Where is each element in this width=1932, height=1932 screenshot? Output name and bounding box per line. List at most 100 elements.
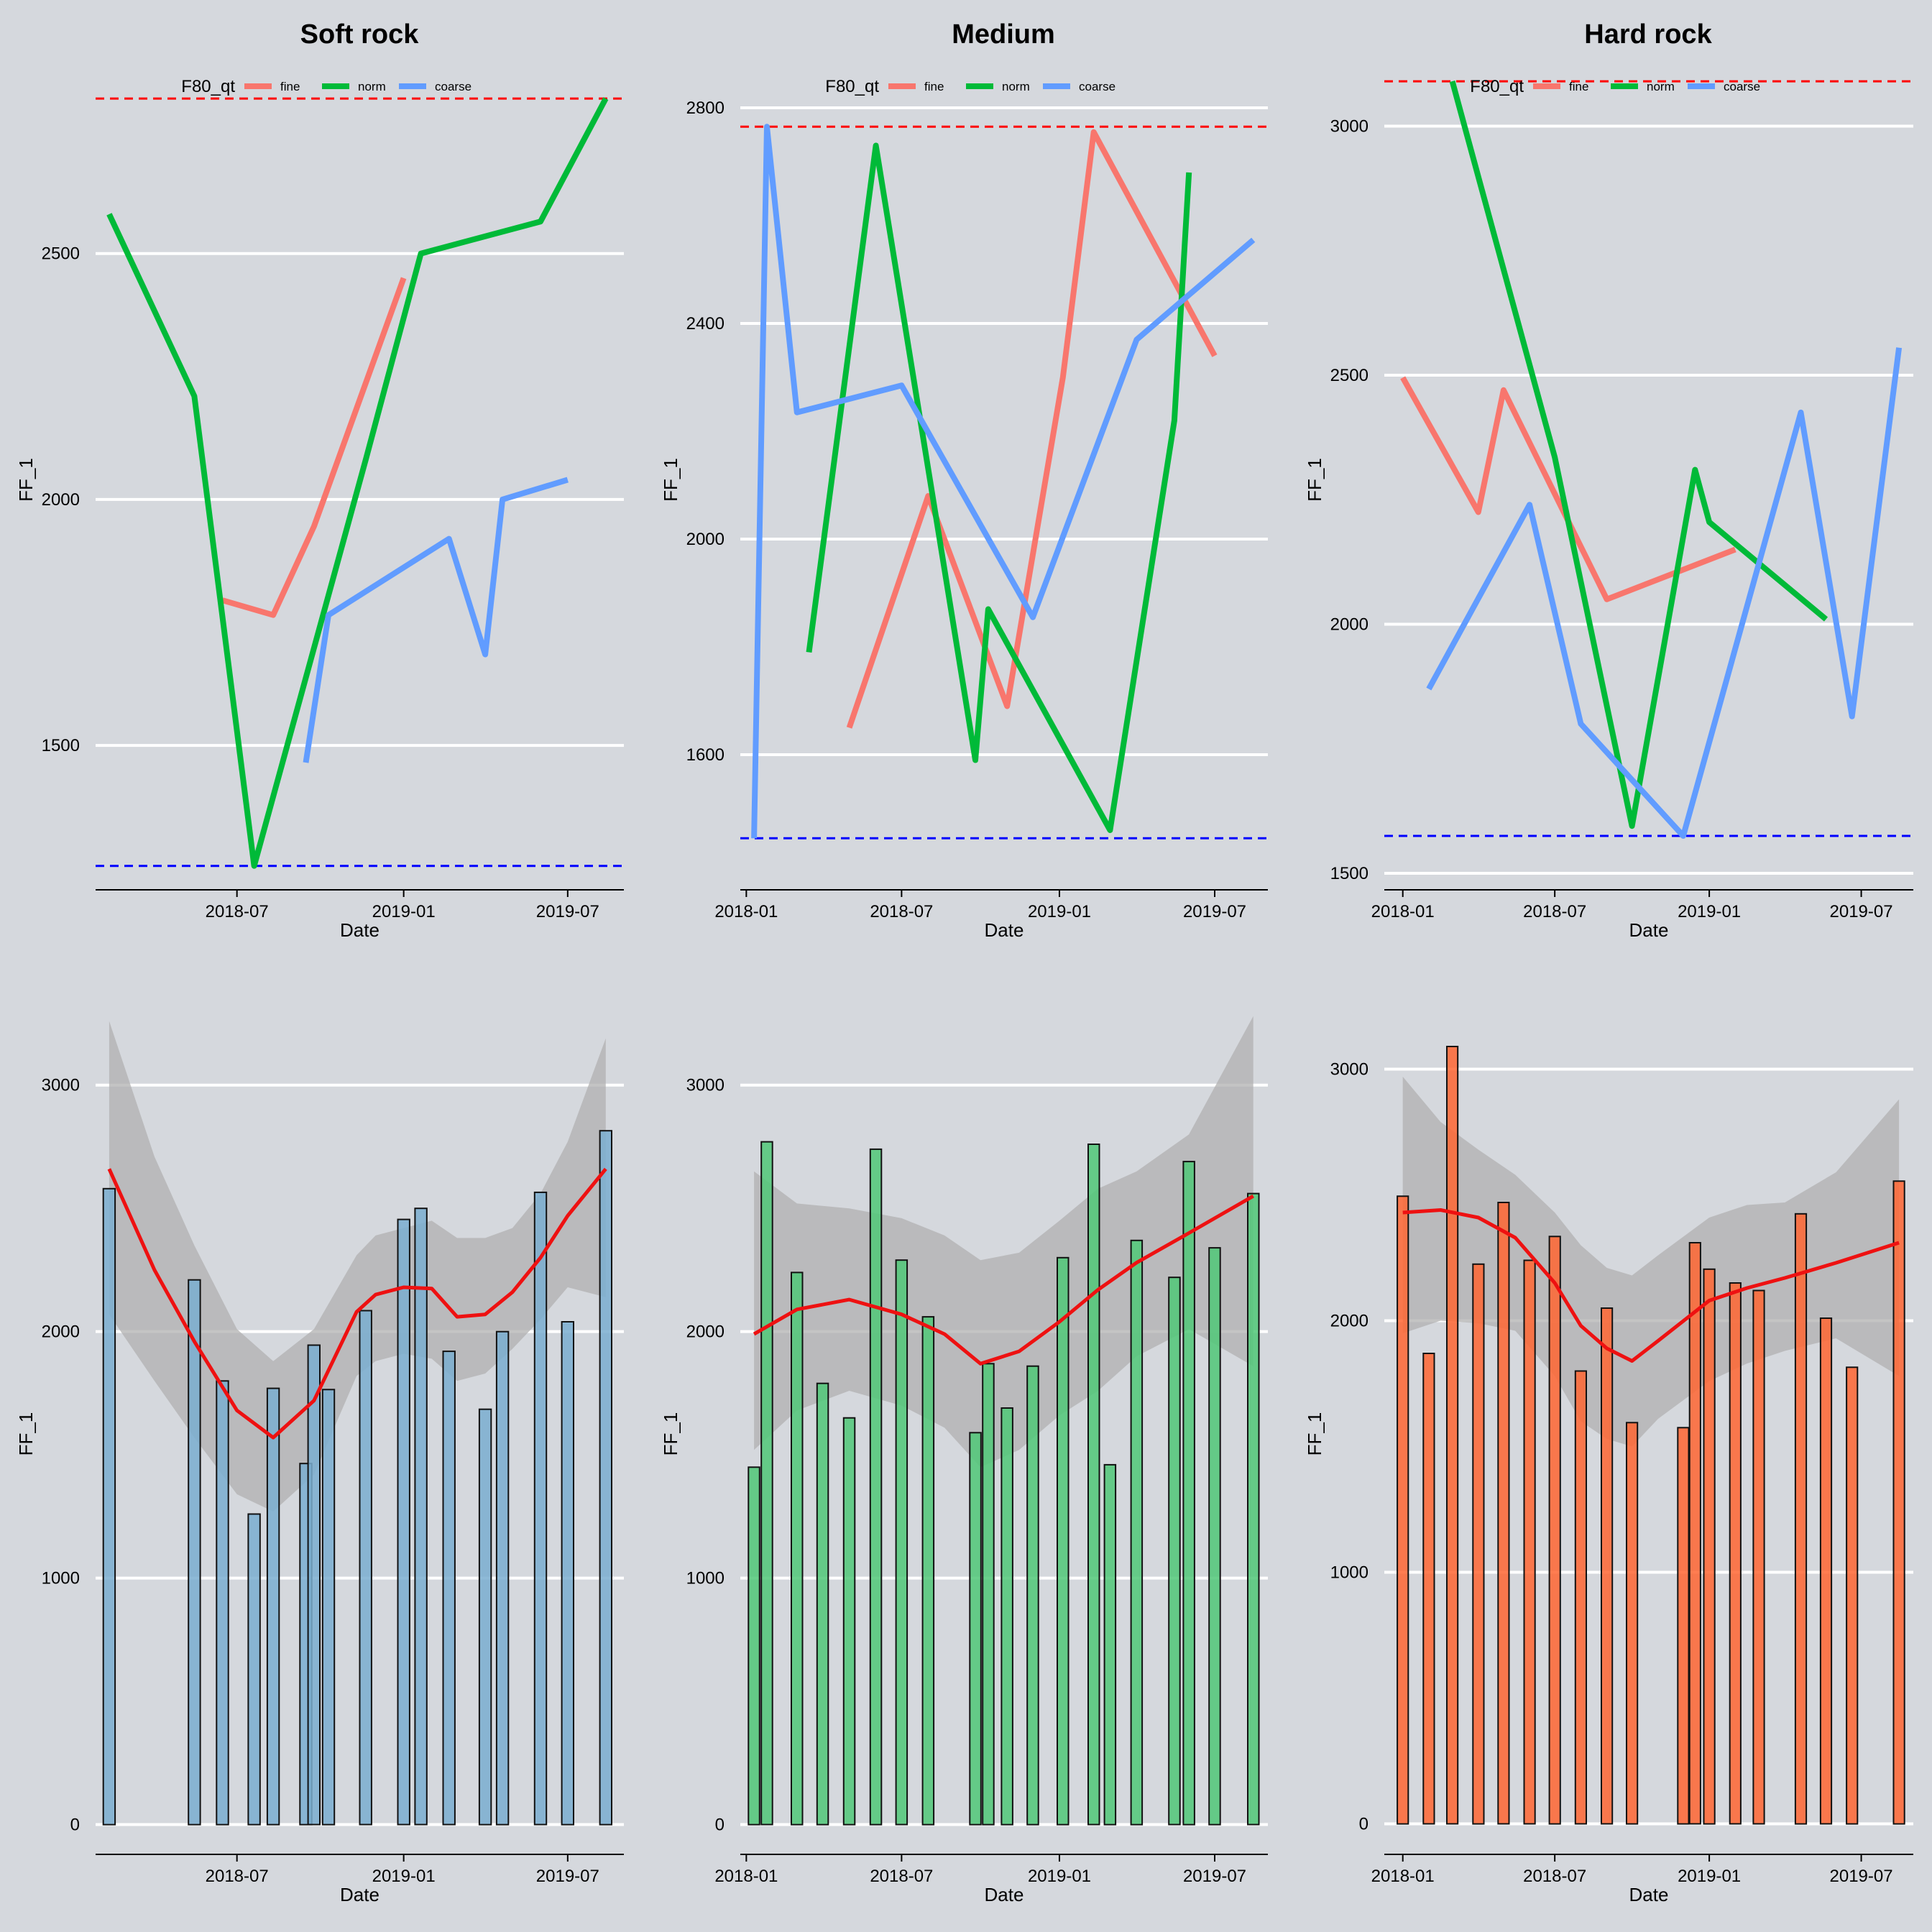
series-line-coarse (1426, 347, 1903, 839)
legend-title: F80_qt (825, 77, 879, 96)
x-tick-label: 2018-07 (206, 1867, 269, 1886)
y-tick-label: 2800 (686, 98, 724, 118)
legend-label-norm: norm (358, 80, 386, 93)
x-axis-label: Date (985, 919, 1024, 941)
bar (397, 1218, 410, 1826)
x-tick-label: 2018-01 (1371, 1867, 1435, 1886)
x-tick-label: 2018-01 (714, 902, 778, 921)
bar (1794, 1213, 1808, 1825)
x-tick-label: 2018-01 (1371, 902, 1435, 921)
y-tick-label: 1000 (686, 1569, 724, 1588)
bar (247, 1513, 261, 1826)
bar (1846, 1366, 1859, 1825)
x-tick-label: 2019-01 (1028, 902, 1091, 921)
x-axis-label: Date (985, 1884, 1024, 1905)
bar (1688, 1242, 1701, 1825)
bar (188, 1279, 201, 1826)
bar (1446, 1046, 1459, 1825)
series-line-fine (1400, 376, 1736, 602)
bar (478, 1408, 492, 1826)
bar (1422, 1353, 1435, 1825)
bar (1247, 1192, 1260, 1826)
bar (561, 1321, 574, 1826)
bar (791, 1271, 804, 1826)
y-tick-label: 3000 (1330, 1060, 1368, 1080)
panel-soft-rock-lines: Soft rock 1500 2000 2500 2018-07 2019-01 2019… (15, 19, 624, 941)
bar (1497, 1202, 1510, 1825)
x-axis-label: Date (340, 919, 380, 941)
bar (1057, 1256, 1070, 1826)
series-line-coarse (751, 124, 1256, 839)
panel-hard-rock-bars: 0 1000 2000 3000 2018-01 2018-07 2019-01 2019-0… (1304, 1046, 1913, 1905)
series-line-norm (806, 142, 1192, 833)
bar (216, 1380, 229, 1826)
bar (1703, 1268, 1716, 1825)
y-axis-label: FF_1 (660, 458, 681, 502)
x-tick-label: 2019-07 (1830, 902, 1893, 921)
smooth-trend-line (1402, 1208, 1900, 1363)
bar (1601, 1307, 1614, 1825)
y-tick-label: 2000 (42, 1322, 80, 1342)
smooth-trend-line (753, 1194, 1254, 1366)
bar (1892, 1180, 1905, 1825)
y-tick-label: 2500 (1330, 366, 1368, 385)
bar (1523, 1259, 1536, 1825)
legend-title: F80_qt (181, 77, 235, 96)
y-axis-label: FF_1 (15, 458, 37, 502)
bar (359, 1310, 372, 1826)
x-tick-label: 2018-07 (206, 902, 269, 921)
x-tick-label: 2018-07 (870, 902, 933, 921)
y-tick-label: 2000 (1330, 1312, 1368, 1331)
legend-label-coarse: coarse (435, 80, 472, 93)
bar (748, 1466, 760, 1826)
bar (895, 1259, 908, 1826)
bar (1752, 1289, 1765, 1825)
bar (533, 1191, 548, 1826)
legend-label-fine: fine (1569, 80, 1588, 93)
x-tick-label: 2018-07 (1523, 902, 1586, 921)
bar (1168, 1276, 1181, 1826)
bar (760, 1141, 773, 1826)
smooth-confidence-band (109, 1021, 606, 1512)
bar (266, 1387, 280, 1826)
x-tick-label: 2019-01 (372, 902, 436, 921)
x-tick-label: 2018-07 (870, 1867, 933, 1886)
series-line-fine (221, 277, 407, 618)
series-line-fine (846, 129, 1218, 729)
y-tick-label: 0 (70, 1816, 80, 1835)
series-line-norm (1449, 80, 1828, 829)
bar (495, 1330, 510, 1826)
y-axis-label: FF_1 (1304, 1412, 1325, 1456)
y-tick-label: 1500 (42, 736, 80, 755)
bar (921, 1316, 935, 1826)
bar (1397, 1195, 1409, 1825)
y-tick-label: 1000 (42, 1569, 80, 1588)
legend-label-fine: fine (280, 80, 300, 93)
bar (1819, 1317, 1833, 1825)
bar (1130, 1239, 1144, 1826)
panel-medium-lines: Medium 1600 2000 2400 2800 2018-01 2018-07 201… (660, 19, 1268, 941)
x-axis-label: Date (1629, 919, 1669, 941)
bar (842, 1417, 856, 1826)
bar (982, 1363, 995, 1826)
y-axis-label: FF_1 (15, 1412, 37, 1456)
panel-title: Medium (952, 19, 1055, 50)
bar (1729, 1282, 1742, 1825)
x-tick-label: 2019-07 (536, 1867, 599, 1886)
legend-label-norm: norm (1647, 80, 1675, 93)
bar (1087, 1144, 1100, 1826)
y-tick-label: 2000 (686, 530, 724, 549)
y-tick-label: 2400 (686, 314, 724, 334)
y-tick-label: 2000 (1330, 615, 1368, 634)
bar (1548, 1236, 1561, 1825)
y-tick-label: 1600 (686, 745, 724, 765)
x-tick-label: 2019-07 (1183, 1867, 1246, 1886)
y-tick-label: 1000 (1330, 1563, 1368, 1583)
x-tick-label: 2019-01 (372, 1867, 436, 1886)
legend-label-coarse: coarse (1724, 80, 1760, 93)
y-tick-label: 1500 (1330, 864, 1368, 883)
x-tick-label: 2019-07 (1183, 902, 1246, 921)
bar (1574, 1370, 1588, 1825)
x-tick-label: 2019-01 (1678, 902, 1741, 921)
legend-label-norm: norm (1002, 80, 1030, 93)
